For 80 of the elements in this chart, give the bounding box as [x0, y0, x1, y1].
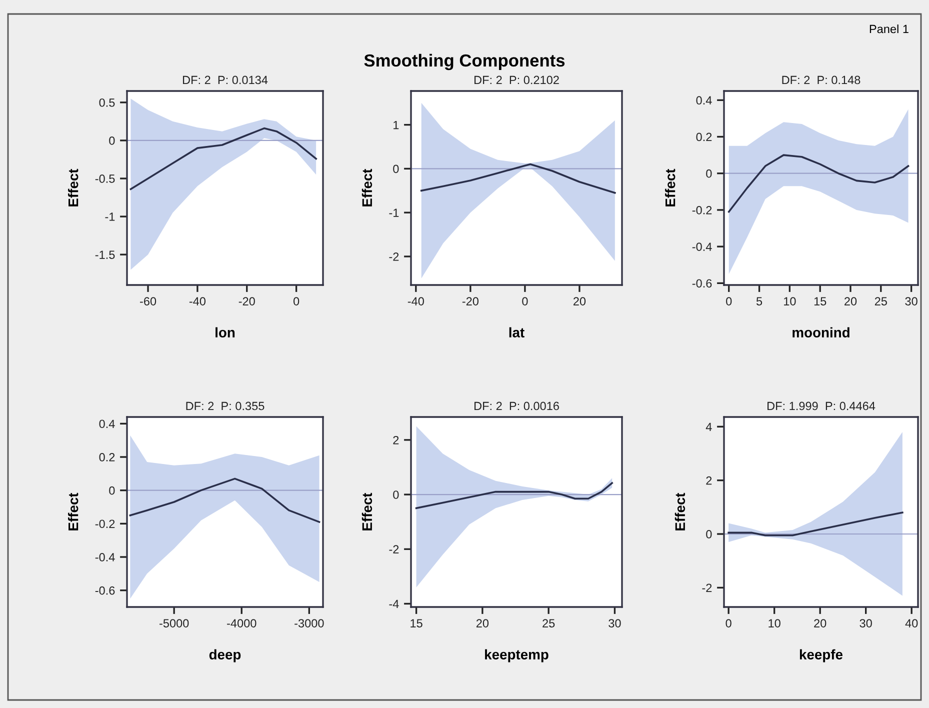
- y-tick-label: -0.6: [692, 279, 712, 288]
- x-tick-label: -40: [189, 297, 206, 306]
- y-tick-label: -1: [389, 208, 399, 217]
- y-tick-label: -0.4: [95, 553, 115, 562]
- x-tick-label: 10: [784, 297, 796, 306]
- y-tick-label: -2: [389, 545, 399, 554]
- x-tick-label: 0: [726, 619, 732, 628]
- x-tick-label: 0: [293, 297, 300, 306]
- y-tick-label: -2: [389, 252, 399, 261]
- y-tick-label: 0.2: [696, 132, 712, 142]
- y-tick-label: -0.2: [692, 206, 712, 214]
- x-tick-label: 30: [608, 619, 621, 628]
- y-tick-label: -0.4: [692, 242, 712, 251]
- text: Panel 1: [870, 24, 908, 34]
- x-axis-title: lat: [509, 327, 524, 338]
- chart-title: DF: 2 P: 0.0134: [182, 76, 268, 84]
- x-tick-label: 5: [756, 297, 762, 306]
- y-tick-label: 0.4: [696, 96, 712, 105]
- chart-title: DF: 2 P: 0.355: [186, 402, 264, 410]
- x-axis-title: keepfe: [800, 649, 843, 662]
- x-tick-label: 30: [860, 619, 872, 628]
- x-tick-label: 10: [768, 619, 780, 628]
- y-axis-title: Effect: [68, 168, 78, 206]
- chart-title: DF: 2 P: 0.2102: [474, 76, 559, 84]
- line-series: [420, 163, 616, 194]
- y-tick-label: 0: [393, 164, 399, 174]
- x-tick-label: 0: [522, 297, 528, 306]
- x-axis-title: lon: [216, 327, 235, 338]
- x-tick-label: -5000: [160, 619, 189, 628]
- y-tick-label: 0: [109, 136, 115, 145]
- y-tick-label: 0: [706, 169, 712, 178]
- x-tick-label: -60: [140, 297, 156, 306]
- x-tick-label: 20: [574, 297, 586, 306]
- y-tick-label: 2: [393, 436, 399, 444]
- x-tick-label: 30: [905, 297, 918, 306]
- chart-title: DF: 1.999 P: 0.4464: [768, 402, 876, 410]
- y-axis-title: Effect: [68, 492, 78, 530]
- x-tick-label: -20: [462, 297, 478, 306]
- chart-title: DF: 2 P: 0.148: [782, 76, 860, 84]
- x-tick-label: 20: [476, 619, 489, 628]
- x-tick-label: 15: [410, 619, 422, 628]
- x-tick-label: 25: [874, 297, 887, 306]
- y-tick-label: -2: [702, 584, 712, 592]
- line-series: [728, 512, 904, 536]
- y-axis-title: Effect: [362, 492, 372, 530]
- x-tick-label: 25: [542, 619, 555, 628]
- y-tick-label: 2: [706, 476, 712, 485]
- y-tick-label: -1.5: [95, 250, 115, 259]
- y-tick-label: -0.2: [95, 520, 115, 528]
- x-axis-title: moonind: [792, 327, 850, 338]
- x-tick-label: 15: [814, 297, 826, 306]
- y-tick-label: 0.2: [99, 453, 115, 462]
- x-tick-label: 40: [905, 619, 918, 628]
- y-tick-label: 0.4: [99, 420, 115, 428]
- x-tick-label: 20: [814, 619, 826, 628]
- x-axis-title: deep: [209, 649, 241, 662]
- x-tick-label: -20: [238, 297, 255, 306]
- line-series: [415, 482, 613, 510]
- y-tick-label: -4: [389, 600, 399, 608]
- y-tick-label: 0: [109, 486, 115, 495]
- y-tick-label: -1: [105, 212, 115, 221]
- text: Smoothing Components: [364, 54, 565, 70]
- chart-title: DF: 2 P: 0.0016: [474, 402, 559, 410]
- line-series: [728, 154, 910, 213]
- y-axis-title: Effect: [674, 492, 686, 530]
- y-tick-label: -0.6: [95, 586, 115, 595]
- y-axis-title: Effect: [362, 168, 372, 206]
- x-tick-label: -4000: [227, 619, 256, 628]
- x-tick-label: -3000: [294, 619, 324, 628]
- y-tick-label: 0: [706, 530, 712, 538]
- y-tick-label: 0.5: [99, 98, 115, 107]
- y-axis-title: Effect: [665, 168, 676, 206]
- y-tick-label: 0: [393, 490, 399, 499]
- x-tick-label: -40: [408, 297, 424, 306]
- y-tick-label: -0.5: [95, 174, 115, 183]
- y-tick-label: 1: [394, 120, 399, 130]
- x-tick-label: 0: [726, 297, 732, 306]
- y-tick-label: 4: [706, 422, 712, 431]
- x-tick-label: 20: [844, 297, 857, 306]
- x-axis-title: keeptemp: [485, 649, 548, 662]
